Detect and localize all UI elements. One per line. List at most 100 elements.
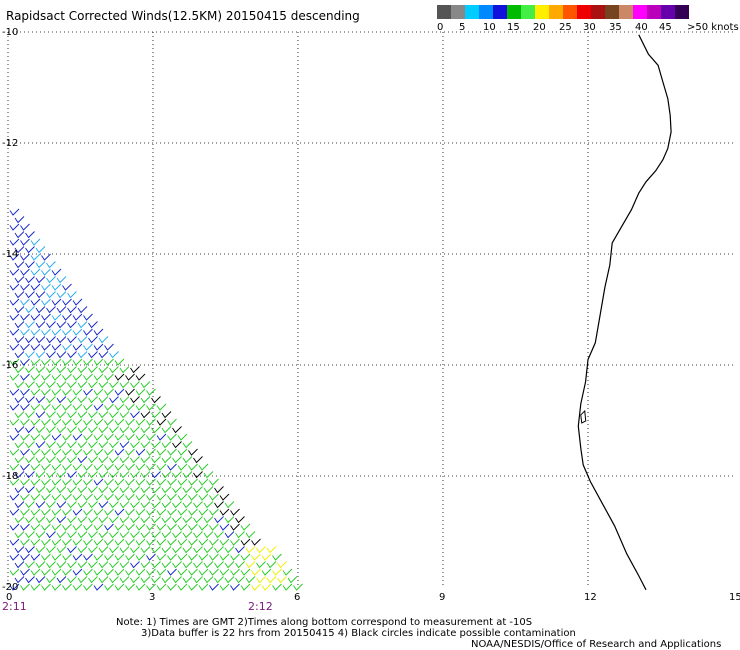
wind-barb — [67, 546, 77, 554]
wind-barb — [114, 388, 125, 396]
wind-barb — [161, 501, 172, 509]
wind-barb — [56, 396, 67, 404]
wind-barb — [72, 508, 83, 516]
wind-barb — [9, 508, 20, 516]
wind-barb — [235, 531, 245, 539]
wind-barb — [25, 561, 35, 569]
wind-barb — [209, 568, 219, 576]
wind-barb — [9, 418, 20, 426]
wind-barb — [72, 553, 83, 561]
coastline-bay — [580, 409, 587, 424]
wind-barb — [114, 448, 125, 456]
wind-barb — [135, 538, 146, 546]
wind-barb — [167, 583, 177, 591]
wind-barb — [67, 576, 77, 584]
wind-barb — [9, 223, 20, 231]
wind-barb — [245, 546, 256, 554]
wind-barb — [130, 531, 140, 539]
wind-barb — [14, 426, 25, 434]
wind-barb — [172, 546, 182, 554]
wind-barb — [51, 568, 62, 576]
wind-barb — [151, 531, 161, 539]
colorbar-segment — [465, 5, 479, 19]
wind-barb — [9, 553, 20, 561]
wind-barb — [172, 441, 182, 449]
wind-barb — [230, 523, 240, 531]
wind-barb — [140, 501, 151, 509]
wind-barb — [93, 523, 104, 531]
colorbar-segment — [577, 5, 591, 19]
wind-barb — [93, 358, 104, 366]
wind-barb — [30, 553, 41, 561]
wind-barb — [35, 411, 46, 419]
wind-barb — [235, 546, 245, 554]
wind-barb — [135, 463, 146, 471]
wind-barb — [41, 493, 51, 501]
wind-barb — [135, 433, 146, 441]
wind-barb — [25, 321, 35, 329]
wind-barb — [41, 463, 51, 471]
wind-barb — [67, 501, 77, 509]
wind-barb — [14, 576, 25, 584]
wind-barb — [72, 403, 83, 411]
wind-barb — [20, 223, 30, 231]
wind-barb — [193, 456, 203, 464]
wind-barb — [30, 328, 41, 336]
wind-barb — [230, 538, 240, 546]
wind-barb — [14, 231, 25, 239]
wind-barb — [293, 583, 303, 591]
wind-barb — [30, 373, 41, 381]
wind-barb — [261, 568, 272, 576]
wind-barb — [214, 501, 224, 509]
wind-barb — [46, 576, 56, 584]
wind-barb — [56, 276, 67, 284]
y-tick-label: -20 — [2, 582, 18, 593]
wind-barb — [146, 478, 156, 486]
wind-barb — [46, 486, 56, 494]
wind-barb — [46, 546, 56, 554]
wind-barb — [41, 478, 51, 486]
wind-barb — [182, 561, 193, 569]
wind-barb — [230, 583, 240, 591]
wind-barb — [62, 418, 72, 426]
wind-barb — [77, 321, 88, 329]
wind-barb — [56, 411, 67, 419]
wind-barb — [83, 478, 93, 486]
wind-barb — [35, 531, 46, 539]
wind-barb — [93, 568, 104, 576]
wind-barb — [83, 523, 93, 531]
wind-barb — [198, 568, 209, 576]
wind-barb — [20, 433, 30, 441]
wind-barb — [25, 471, 35, 479]
wind-barb — [125, 403, 135, 411]
wind-barb — [35, 366, 46, 374]
wind-barb — [35, 261, 46, 269]
wind-barb — [72, 523, 83, 531]
wind-barb — [140, 471, 151, 479]
wind-barb — [167, 538, 177, 546]
wind-barb — [156, 478, 167, 486]
note-line-1: Note: 1) Times are GMT 2)Times along bot… — [116, 617, 533, 628]
wind-barb — [67, 336, 77, 344]
wind-barb — [77, 456, 88, 464]
wind-barb — [9, 373, 20, 381]
wind-barb — [135, 478, 146, 486]
wind-barb — [77, 426, 88, 434]
wind-barb — [56, 486, 67, 494]
wind-barb — [182, 531, 193, 539]
y-tick-label: -16 — [2, 360, 18, 371]
wind-barb — [20, 553, 30, 561]
wind-barb — [167, 523, 177, 531]
wind-barb — [104, 433, 114, 441]
wind-barb — [114, 538, 125, 546]
wind-barb — [198, 463, 209, 471]
wind-barb — [41, 283, 51, 291]
wind-barb — [140, 396, 151, 404]
wind-barb — [209, 583, 219, 591]
wind-barb — [25, 276, 35, 284]
wind-barb — [251, 553, 261, 561]
coastline — [577, 34, 672, 591]
wind-barb — [30, 493, 41, 501]
wind-barb — [119, 486, 130, 494]
wind-barb — [167, 433, 177, 441]
